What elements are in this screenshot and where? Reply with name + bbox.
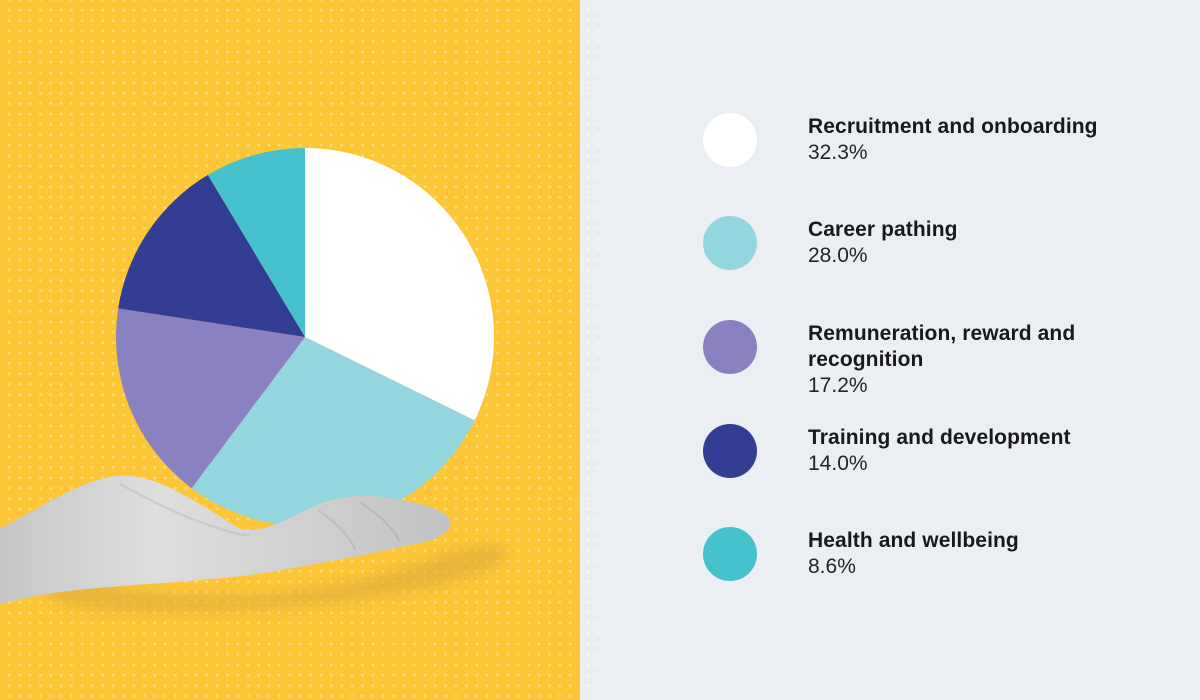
legend-label: Remuneration, reward and recognition <box>808 322 1076 371</box>
hand-shape <box>0 475 451 604</box>
palm-crease <box>119 482 251 538</box>
legend-item-career-pathing: Career pathing 28.0% <box>703 216 958 270</box>
pie-chart <box>116 147 494 526</box>
legend-value: 8.6% <box>808 555 856 578</box>
legend-label: Training and development <box>808 426 1071 449</box>
legend-item-training: Training and development 14.0% <box>703 424 1071 478</box>
legend-value: 32.3% <box>808 141 868 164</box>
legend-value: 28.0% <box>808 244 868 267</box>
legend-label: Recruitment and onboarding <box>808 115 1098 138</box>
legend-panel: Recruitment and onboarding 32.3% Career … <box>580 0 1200 700</box>
legend-value: 17.2% <box>808 374 868 397</box>
pie-slice-career-pathing <box>191 337 475 526</box>
finger-crease <box>317 509 356 551</box>
legend-label: Career pathing <box>808 218 958 241</box>
legend-swatch-training <box>703 424 757 478</box>
legend-item-recruitment: Recruitment and onboarding 32.3% <box>703 113 1098 167</box>
legend-swatch-career-pathing <box>703 216 757 270</box>
pie-slice-health-and-wellbeing <box>207 147 305 337</box>
legend-swatch-health <box>703 527 757 581</box>
legend-swatch-remuneration <box>703 320 757 374</box>
pie-slice-remuneration-reward-and-recognition <box>116 308 305 489</box>
legend-item-remuneration: Remuneration, reward and recognition 17.… <box>703 320 1160 399</box>
legend-value: 14.0% <box>808 452 868 475</box>
legend-swatch-recruitment <box>703 113 757 167</box>
legend-label: Health and wellbeing <box>808 529 1019 552</box>
hand-illustration <box>0 475 507 614</box>
yellow-dot-background <box>0 0 580 700</box>
pie-slice-recruitment-and-onboarding <box>305 148 494 421</box>
legend-item-health: Health and wellbeing 8.6% <box>703 527 1019 581</box>
finger-crease <box>359 501 400 542</box>
pie-slice-training-and-development <box>118 174 305 337</box>
hand-shadow <box>44 545 507 614</box>
